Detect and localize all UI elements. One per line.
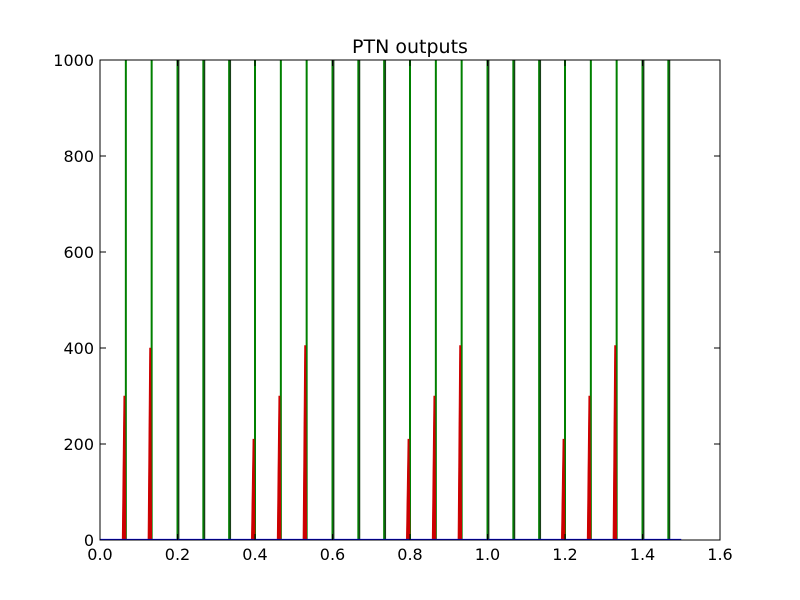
x-tick-label: 1.4 [630,545,655,564]
x-tick-label: 0.2 [165,545,190,564]
x-tick-label: 0.8 [397,545,422,564]
y-tick-label: 800 [63,147,94,166]
plot-series [100,60,682,541]
x-tick-label: 1.2 [552,545,577,564]
y-tick-label: 200 [63,435,94,454]
y-tick-label: 400 [63,339,94,358]
x-tick-label: 0.0 [87,545,112,564]
x-tick-label: 1.0 [475,545,500,564]
chart-title: PTN outputs [352,36,468,58]
y-axis: 0 200 400 600 800 1000 [53,51,720,550]
x-axis: 0.0 0.2 0.4 0.6 0.8 1.0 1.2 1.4 1.6 [87,60,733,564]
y-tick-label: 0 [84,531,94,550]
y-tick-label: 600 [63,243,94,262]
x-tick-label: 0.6 [320,545,345,564]
x-tick-label: 1.6 [707,545,732,564]
y-tick-label: 1000 [53,51,94,70]
x-tick-label: 0.4 [242,545,267,564]
